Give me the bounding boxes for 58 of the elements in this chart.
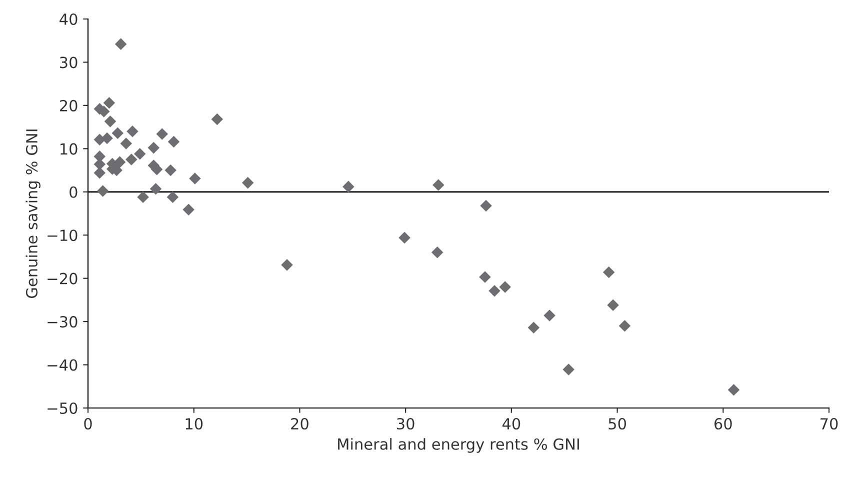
x-tick-label: 40 xyxy=(502,418,520,430)
point xyxy=(431,246,444,258)
point xyxy=(480,200,492,212)
x-tick-label: 50 xyxy=(608,418,626,430)
point xyxy=(156,128,168,140)
point xyxy=(120,138,132,150)
y-tick-label: 10 xyxy=(60,143,78,155)
point xyxy=(182,204,194,216)
point xyxy=(602,266,615,278)
point xyxy=(114,38,127,50)
point xyxy=(211,113,224,126)
point xyxy=(168,136,180,148)
point xyxy=(618,320,631,332)
point xyxy=(126,125,138,138)
point xyxy=(114,156,126,168)
point xyxy=(607,299,619,312)
x-tick-label: 60 xyxy=(714,418,732,430)
point xyxy=(137,191,149,203)
y-tick-label: −50 xyxy=(48,402,78,414)
point xyxy=(562,364,574,376)
point xyxy=(148,142,160,154)
point xyxy=(96,185,109,197)
point xyxy=(150,182,162,195)
point xyxy=(544,310,556,322)
point xyxy=(281,259,293,271)
point xyxy=(166,191,179,203)
point xyxy=(432,179,444,191)
y-tick-label: 40 xyxy=(60,13,78,26)
y-tick-label: −30 xyxy=(48,316,78,328)
point xyxy=(104,116,116,128)
point xyxy=(126,154,138,166)
point xyxy=(189,172,201,184)
point xyxy=(101,132,113,144)
point xyxy=(103,96,116,109)
point xyxy=(728,384,740,396)
point xyxy=(488,284,500,297)
point xyxy=(528,322,540,334)
point xyxy=(112,127,124,139)
x-tick-label: 10 xyxy=(186,418,203,430)
y-tick-label: 20 xyxy=(60,100,78,112)
point xyxy=(134,148,146,160)
x-tick-label: 20 xyxy=(291,418,308,430)
x-tick-label: 70 xyxy=(820,418,838,430)
y-tick-label: 0 xyxy=(70,186,78,198)
x-tick-label: 0 xyxy=(84,418,92,430)
point xyxy=(164,164,176,176)
x-axis-title: Mineral and energy rents % GNI xyxy=(338,438,579,453)
point xyxy=(242,176,254,189)
point xyxy=(479,271,491,283)
y-tick-label: 30 xyxy=(60,56,78,68)
y-axis-title: Genuine saving % GNI xyxy=(26,130,40,298)
y-tick-label: −10 xyxy=(48,230,78,242)
x-tick-label: 30 xyxy=(397,418,414,430)
y-tick-label: −20 xyxy=(48,272,78,284)
point xyxy=(398,232,410,244)
point xyxy=(499,281,511,293)
point xyxy=(342,180,354,193)
y-tick-label: −40 xyxy=(48,359,78,371)
